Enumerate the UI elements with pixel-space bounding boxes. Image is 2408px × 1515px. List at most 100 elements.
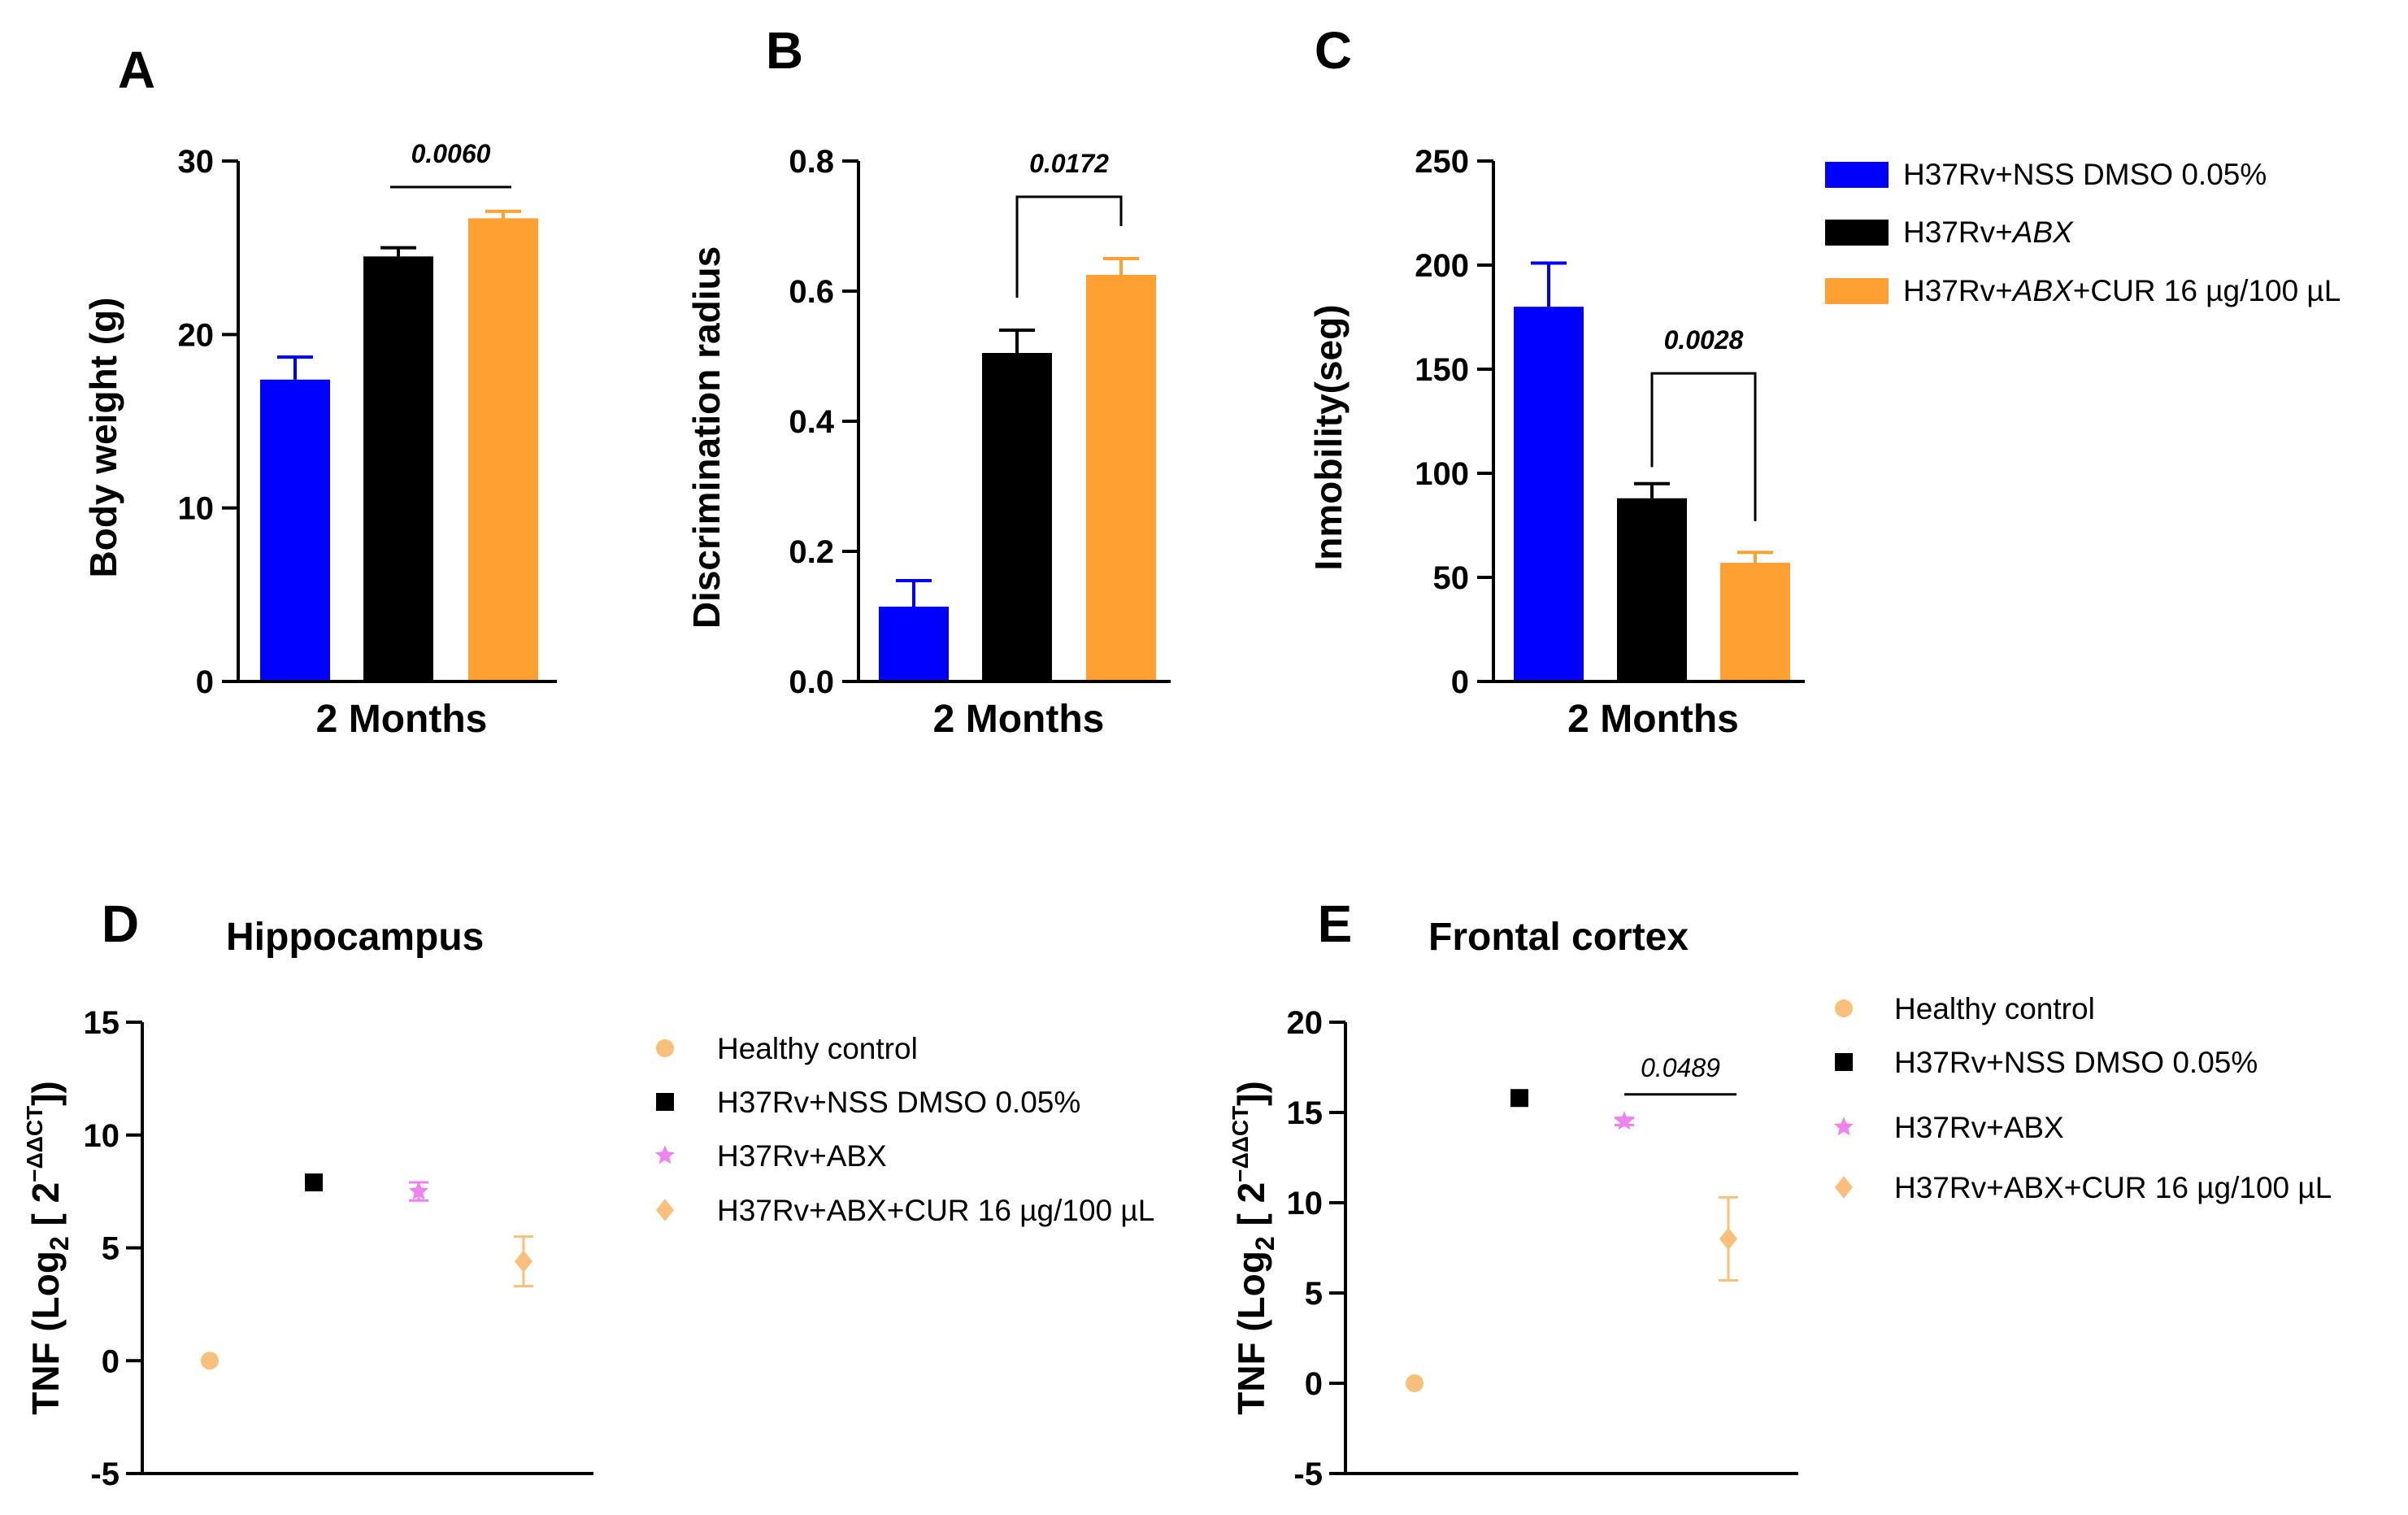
panel-e: E Frontal cortex -5 0 5 10 15 20 TNF (Log2 [ 2−Δ… [1228,895,1798,1492]
y-axis-label-part: ]) [1230,1081,1272,1106]
y-tick-label: 250 [1415,144,1469,180]
legend-label: H37Rv+ABX [1894,1111,2064,1144]
legend-label-part: ABX [2011,215,2074,249]
legend-label: H37Rv+ABX+CUR 16 µg/100 µL [1894,1171,2332,1204]
bar [1617,498,1687,681]
y-tick-label: 10 [84,1118,120,1154]
legend-swatch [1825,220,1889,246]
x-axis-label: 2 Months [933,698,1105,741]
bar [1720,563,1790,681]
legend-top: H37Rv+NSS DMSO 0.05%H37Rv+ABXH37Rv+ABX+C… [1825,158,2341,307]
legend-label: H37Rv+ABX+CUR 16 µg/100 µL [1903,274,2341,307]
legend-label: Healthy control [1894,992,2095,1025]
comparison-bracket [1650,372,1757,521]
legend-label: H37Rv+NSS DMSO 0.05% [717,1086,1080,1119]
x-axis-label: 2 Months [1567,698,1739,741]
y-tick-label: 0.4 [789,404,834,440]
legend-marker [655,1145,675,1165]
legend-marker [1835,1053,1853,1071]
p-value: 0.0060 [411,139,491,168]
panel-a: A 0 10 20 30 Body weight (g) 2 Months 0.0060 [82,41,557,741]
y-tick-label: 0 [1451,664,1469,700]
y-axis-label-part: 2 [45,1236,74,1251]
y-tick-label: 0.8 [789,144,834,180]
legend-label: H37Rv+NSS DMSO 0.05% [1903,158,2267,191]
y-axis-label-part: TNF (Log [24,1251,67,1415]
legend-swatch [1825,162,1889,188]
data-point [515,1250,532,1273]
data-point [1510,1089,1528,1108]
y-tick-label: 5 [1305,1276,1323,1312]
bar [468,218,538,681]
p-value: 0.0172 [1029,149,1109,178]
data-point [305,1173,323,1192]
panel-title: Hippocampus [226,916,484,959]
legend-marker [1835,1176,1853,1199]
legend-label: H37Rv+ABX [717,1139,887,1173]
panel-letter: E [1318,895,1353,953]
y-tick-label: -5 [1293,1456,1323,1492]
y-tick-label: 0 [196,664,214,700]
legend-label-part: +CUR 16 µg/100 µL [2073,274,2341,307]
y-tick-label: -5 [90,1456,120,1492]
legend-label-part: H37Rv+ [1903,274,2013,307]
legend-label-part: ABX [2011,274,2074,307]
data-point [409,1181,428,1200]
legend-marker [1835,999,1853,1017]
y-tick-label: 50 [1433,560,1470,596]
y-tick-label: 15 [84,1005,120,1041]
y-tick-label: 5 [102,1231,120,1267]
bar [982,353,1052,681]
panel-title: Frontal cortex [1428,916,1689,959]
bar [1514,307,1584,681]
panel-letter: C [1315,21,1352,80]
y-tick-label: 10 [178,491,215,527]
panel-letter: D [102,895,139,953]
y-tick-label: 30 [178,144,215,180]
y-tick-label: 200 [1415,248,1469,284]
legend-label: H37Rv+ABX+CUR 16 µg/100 µL [717,1194,1154,1227]
bar [363,256,433,681]
y-tick-label: 15 [1287,1095,1324,1131]
y-axis-label: TNF (Log2 [ 2−ΔΔCT]) [1228,1081,1280,1415]
legend-label: H37Rv+ABX [1903,215,2074,249]
y-tick-label: 0.6 [789,274,834,310]
bar [260,379,330,681]
legend-label: Healthy control [717,1032,918,1065]
legend-label: H37Rv+NSS DMSO 0.05% [1894,1046,2258,1079]
x-axis-label: 2 Months [316,698,488,741]
y-tick-label: 20 [178,317,215,353]
data-point [1719,1227,1737,1251]
y-tick-label: 10 [1287,1186,1324,1221]
y-axis-label: Discrimination radius [685,246,728,629]
p-value: 0.0028 [1664,325,1744,355]
y-axis-label-part: [ 2 [1230,1182,1272,1236]
p-value: 0.0489 [1641,1053,1720,1082]
y-tick-label: 100 [1415,456,1469,492]
data-point [1615,1111,1634,1130]
comparison-bracket [1015,195,1123,298]
panel-letter: A [118,41,155,99]
legend-e: Healthy control H37Rv+NSS DMSO 0.05% H37Rv… [1834,992,2332,1204]
panel-c: C 0 50 100 150 200 250 Inmobility(seg) 2 Months 0… [1307,21,1805,741]
legend-marker [656,1093,674,1111]
y-axis-label-part: [ 2 [24,1182,67,1236]
legend-d: Healthy control H37Rv+NSS DMSO 0.05% H37Rv… [655,1032,1154,1227]
y-axis-label-part: ]) [24,1081,67,1106]
y-tick-label: 0 [1305,1366,1323,1402]
y-tick-label: 0 [102,1343,120,1379]
y-axis-label-part: −ΔΔCT [1228,1106,1253,1182]
y-axis-label: Body weight (g) [82,298,124,578]
y-axis-label-part: TNF (Log [1230,1251,1272,1415]
y-axis-label-part: −ΔΔCT [22,1106,47,1182]
legend-marker [656,1039,674,1057]
y-axis-label: TNF (Log2 [ 2−ΔΔCT]) [22,1081,74,1415]
bar [1086,275,1156,681]
panel-d: D Hippocampus -5 0 5 10 15 TNF (Log2 [ 2−ΔΔCT]) [22,895,593,1492]
y-tick-label: 0.0 [789,664,834,700]
panel-letter: B [766,21,803,80]
data-point [201,1352,219,1370]
panel-b: B 0.0 0.2 0.4 0.6 0.8 Discrimination radius 2 M… [685,21,1171,741]
bar [879,607,949,681]
